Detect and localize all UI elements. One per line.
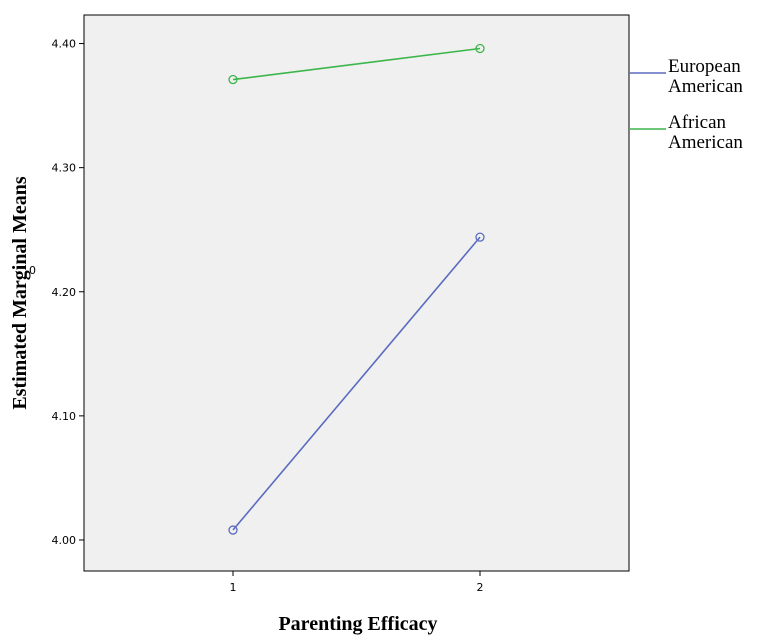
stray-mark: 0 [29,264,36,277]
series-line-1 [232,47,481,81]
y-tick-label: 4.30 [52,162,77,175]
data-point [475,232,485,242]
x-tick-label: 1 [230,581,237,594]
x-tick-label: 2 [477,581,484,594]
y-tick-label: 4.10 [52,410,77,423]
x-axis-title: Parenting Efficacy [278,613,437,635]
data-point [228,74,238,85]
y-tick-label: 4.20 [52,286,77,299]
y-axis: 4.00 4.10 4.20 4.30 4.40 [52,38,84,547]
series-layer [228,43,485,535]
series-line-0 [232,236,481,531]
legend-label: European [668,56,741,77]
y-tick-label: 4.40 [52,38,77,51]
y-axis-title: Estimated Marginal Means [9,176,31,410]
legend-label: American [668,132,743,153]
y-tick-label: 4.00 [52,534,77,547]
legend-label: American [668,76,743,97]
legend-label: African [668,112,727,133]
data-point [228,525,238,535]
data-point [475,43,485,54]
plot-area [83,14,630,572]
